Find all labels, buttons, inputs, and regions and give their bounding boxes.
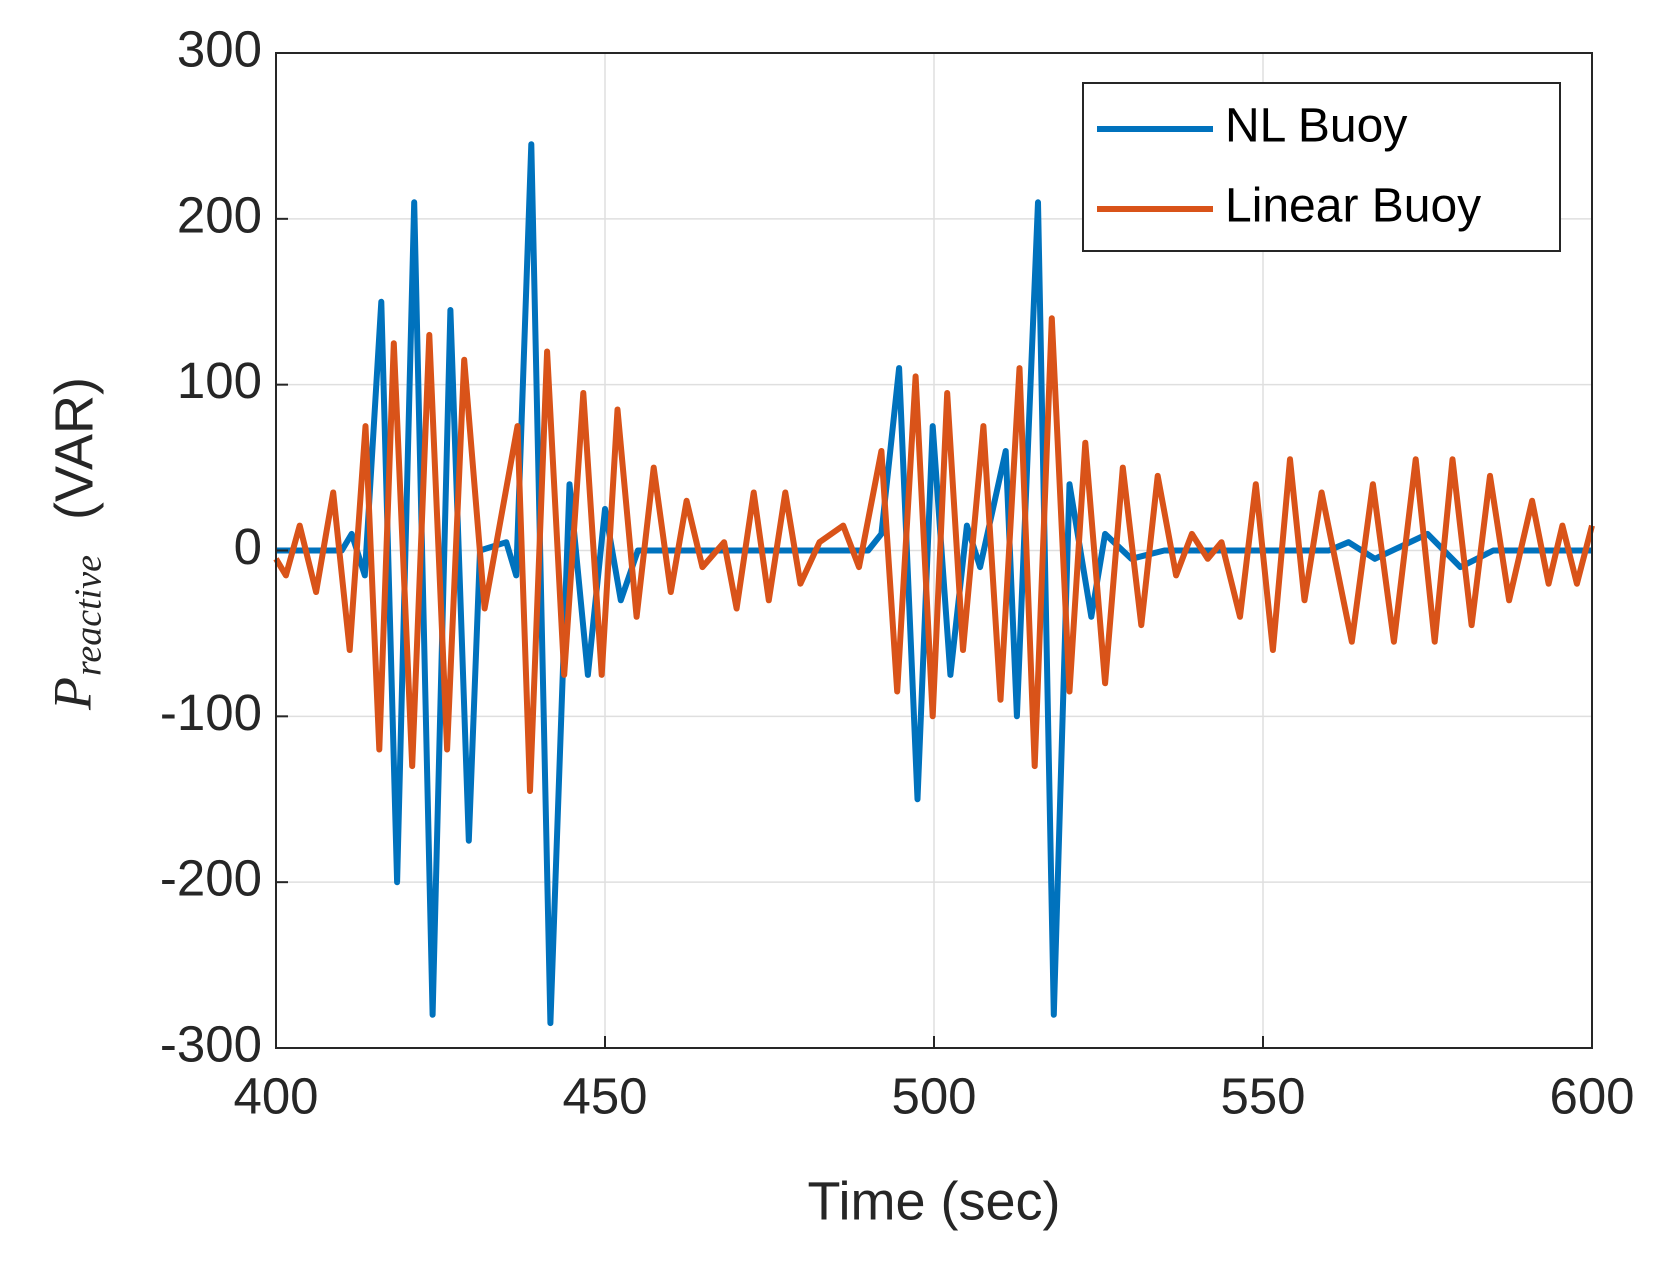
- legend-box: [1082, 82, 1561, 252]
- x-tick-label: 450: [562, 1067, 647, 1124]
- plot: [273, 141, 1595, 1027]
- y-tick-label: 0: [234, 518, 262, 575]
- y-label-symbol: P: [42, 677, 102, 711]
- x-tick-label: 550: [1220, 1067, 1305, 1124]
- legend: NL Buoy Linear Buoy: [1082, 82, 1561, 252]
- x-tick-label: 500: [891, 1067, 976, 1124]
- x-tick-label: 600: [1549, 1067, 1634, 1124]
- y-tick-label: -300: [160, 1015, 262, 1072]
- y-tick-label: 300: [177, 20, 262, 77]
- x-axis-label: Time (sec): [808, 1171, 1061, 1231]
- y-axis-label: P reactive (VAR): [42, 377, 109, 711]
- series-line: [273, 315, 1595, 794]
- y-label-subscript: reactive: [68, 555, 110, 676]
- y-tick-label: 200: [177, 186, 262, 243]
- y-tick-label: -200: [160, 850, 262, 907]
- y-tick-label: -100: [160, 684, 262, 741]
- x-tick-label: 400: [233, 1067, 318, 1124]
- y-tick-label: 100: [177, 352, 262, 409]
- legend-label: NL Buoy: [1225, 100, 1407, 153]
- legend-label: Linear Buoy: [1225, 180, 1481, 233]
- y-label-unit: (VAR): [44, 377, 104, 520]
- series-line: [276, 141, 1592, 1027]
